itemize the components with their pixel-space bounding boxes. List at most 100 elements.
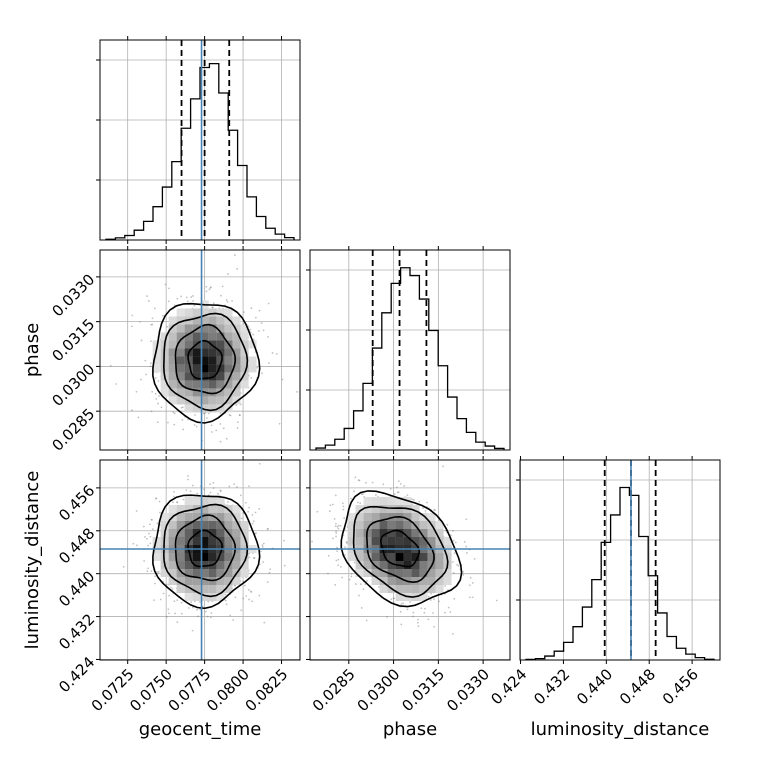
scatter-point (150, 536, 152, 538)
scatter-point (337, 564, 339, 566)
scatter-point (253, 520, 255, 522)
scatter-point (462, 571, 464, 573)
density-cell (420, 561, 428, 569)
density-cell (388, 577, 396, 585)
scatter-point (187, 479, 189, 481)
scatter-point (185, 489, 187, 491)
scatter-point (204, 412, 206, 414)
scatter-point (335, 523, 337, 525)
scatter-point (203, 413, 205, 415)
scatter-point (209, 287, 211, 289)
density-cell (404, 569, 412, 577)
scatter-point (262, 546, 264, 548)
scatter-point (205, 286, 207, 288)
density-cell (249, 356, 257, 364)
scatter-point (335, 560, 337, 562)
scatter-point (472, 596, 474, 598)
scatter-point (229, 615, 231, 617)
x-tick-label: 0.0300 (354, 665, 404, 715)
scatter-point (172, 411, 174, 413)
scatter-point (210, 616, 212, 618)
density-cell (193, 380, 201, 388)
scatter-point (203, 488, 205, 490)
y-tick-label: 0.0300 (49, 360, 99, 410)
density-cell (420, 521, 428, 529)
scatter-point (161, 406, 163, 408)
density-cell (217, 497, 225, 505)
density-cell (404, 521, 412, 529)
scatter-point (228, 486, 230, 488)
scatter-point (167, 422, 169, 424)
scatter-point (433, 626, 435, 628)
scatter-point (220, 412, 222, 414)
density-cell (193, 364, 201, 372)
scatter-point (217, 493, 219, 495)
scatter-point (176, 621, 178, 623)
scatter-point (192, 485, 194, 487)
scatter-point (284, 565, 286, 567)
y-tick-label: 0.0315 (49, 315, 99, 365)
scatter-point (430, 593, 432, 595)
scatter-point (412, 612, 414, 614)
scatter-point (131, 409, 133, 411)
scatter-point (282, 379, 284, 381)
scatter-point (220, 295, 222, 297)
scatter-point (215, 429, 217, 431)
density-cell (241, 332, 249, 340)
scatter-point (156, 571, 158, 573)
density-cell (217, 561, 225, 569)
scatter-point (146, 538, 148, 540)
density-cell (193, 537, 201, 545)
scatter-point (173, 424, 175, 426)
density-cell (233, 372, 241, 380)
scatter-point (402, 602, 404, 604)
scatter-point (213, 487, 215, 489)
scatter-point (361, 607, 363, 609)
scatter-point (466, 552, 468, 554)
scatter-point (160, 599, 162, 601)
scatter-point (248, 507, 250, 509)
density-cell (169, 340, 177, 348)
scatter-point (165, 284, 167, 286)
density-cell (177, 348, 185, 356)
scatter-point (411, 498, 413, 500)
density-cell (388, 553, 396, 561)
scatter-point (393, 601, 395, 603)
x-tick-label: 0.0315 (398, 665, 448, 715)
scatter-point (248, 599, 250, 601)
scatter-point (131, 325, 133, 327)
scatter-point (153, 599, 155, 601)
scatter-point (469, 597, 471, 599)
scatter-point (269, 572, 271, 574)
scatter-point (231, 300, 233, 302)
scatter-point (426, 502, 428, 504)
density-cell (169, 316, 177, 324)
scatter-point (205, 611, 207, 613)
x-tick-label: 0.424 (487, 665, 530, 708)
density-cell (209, 585, 217, 593)
density-cell (209, 553, 217, 561)
scatter-point (245, 595, 247, 597)
density-cell (225, 521, 233, 529)
density-cell (233, 529, 241, 537)
scatter-point (241, 517, 243, 519)
density-cell (185, 497, 193, 505)
density-cell (241, 380, 249, 388)
scatter-point (296, 391, 298, 393)
density-cell (225, 308, 233, 316)
scatter-point (418, 625, 420, 627)
scatter-point (438, 600, 440, 602)
scatter-point (328, 555, 330, 557)
scatter-point (455, 542, 457, 544)
scatter-point (144, 360, 146, 362)
scatter-point (462, 574, 464, 576)
scatter-point (248, 589, 250, 591)
scatter-point (337, 528, 339, 530)
scatter-point (327, 573, 329, 575)
scatter-point (155, 377, 157, 379)
density-cell (380, 561, 388, 569)
scatter-point (211, 431, 213, 433)
density-cell (209, 364, 217, 372)
histogram-luminosity_distance (526, 488, 714, 660)
scatter-point (255, 512, 257, 514)
